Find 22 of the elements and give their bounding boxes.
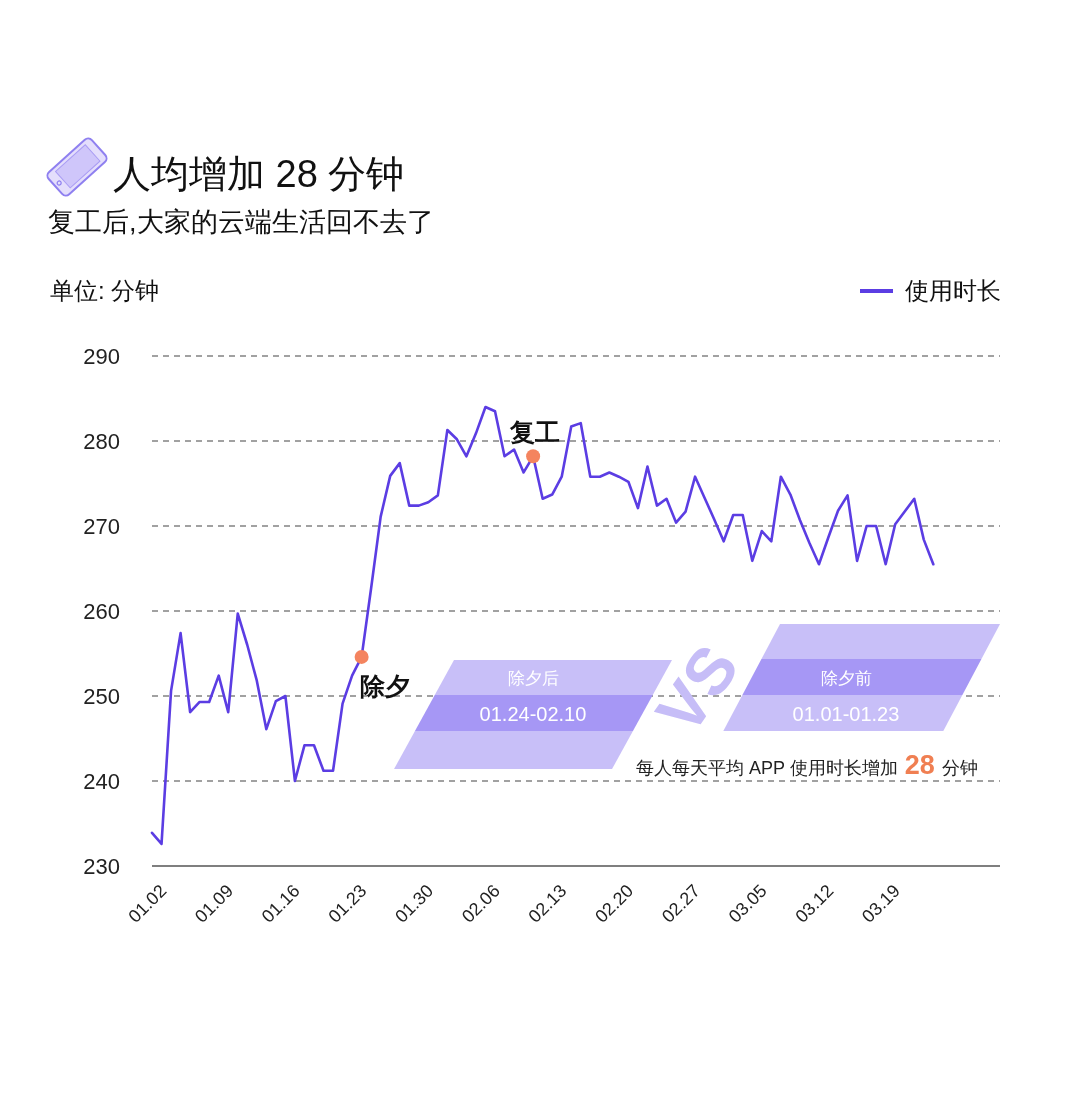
line-series [150, 405, 935, 846]
annotation: 28 [904, 750, 935, 780]
chart-title: 人均增加 28 分钟 [113, 153, 405, 195]
y-tick-label: 260 [83, 599, 120, 624]
y-tick-label: 250 [83, 684, 120, 709]
y-tick-label: 230 [83, 854, 120, 879]
y-axis-title: 单位: 分钟 [50, 277, 160, 304]
annotation: 01.24-02.10 [479, 703, 587, 725]
y-tick-label: 290 [83, 344, 120, 369]
annotation: 复工 [509, 418, 561, 447]
annotation: 01.01-01.23 [792, 703, 900, 725]
chart-subtitle: 复工后,大家的云端生活回不去了 [48, 207, 434, 237]
y-tick-label: 280 [83, 429, 120, 454]
annotation: 除夕后 [507, 669, 559, 688]
annotation: 分钟 [941, 758, 978, 778]
annotation: 除夕前 [820, 669, 872, 688]
annotation: 每人每天平均 APP 使用时长增加 [636, 758, 898, 778]
annotation: VS [641, 631, 753, 747]
legend-label: 使用时长 [905, 277, 1001, 304]
y-tick-label: 270 [83, 514, 120, 539]
y-tick-label: 240 [83, 769, 120, 794]
annotation: 除夕 [359, 671, 410, 700]
